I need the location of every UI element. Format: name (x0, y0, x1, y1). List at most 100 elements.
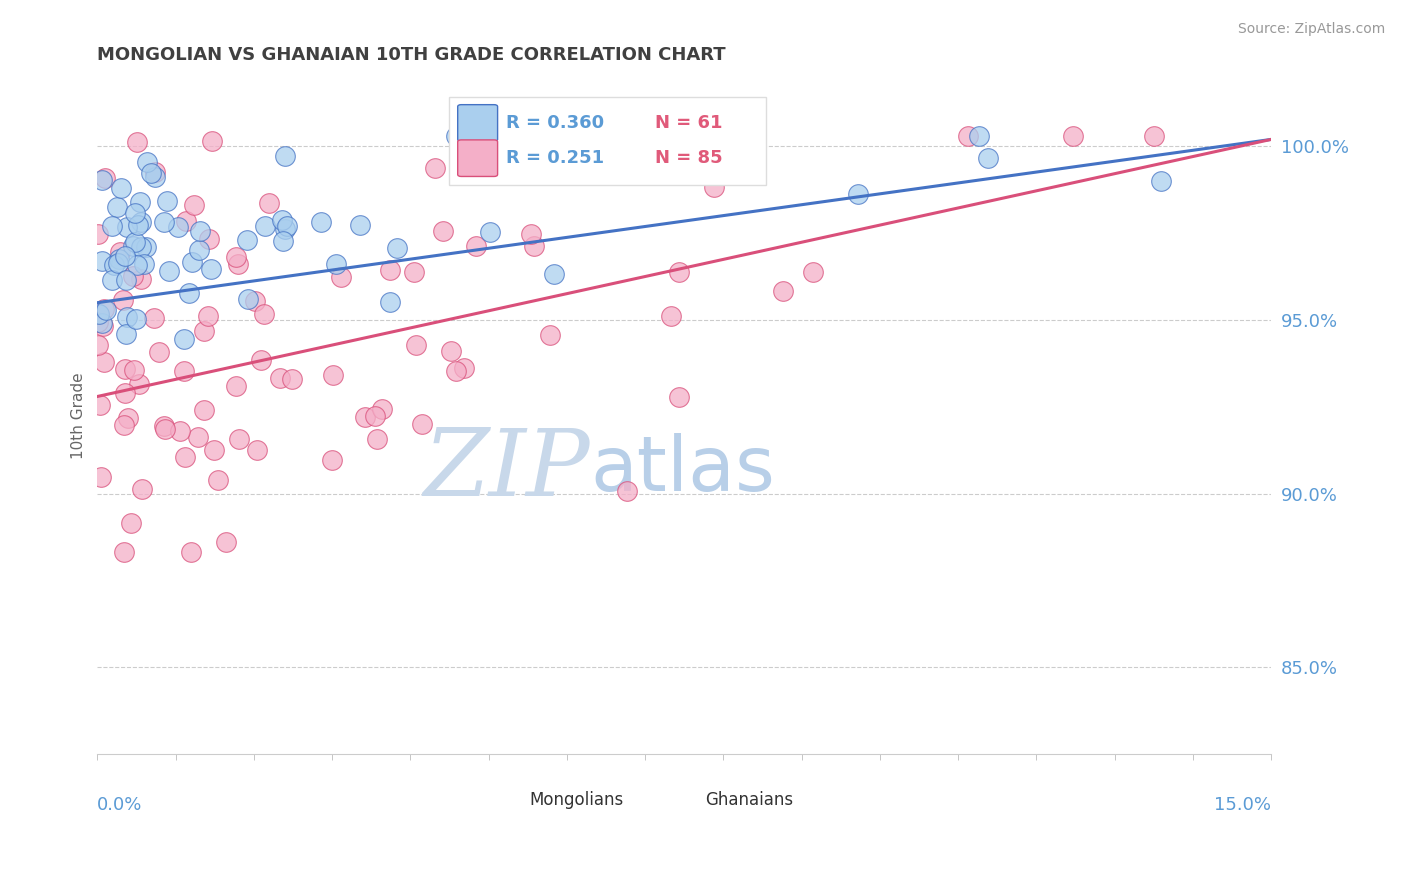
Point (181, 255, 204, 269)
Point (101, 219, 124, 234)
Point (322, 368, 344, 383)
Point (253, 307, 276, 321)
Point (153, 422, 176, 436)
Point (103, 259, 125, 273)
Point (187, 430, 209, 444)
Point (432, 224, 454, 238)
Point (91, 318, 114, 333)
Point (100, 273, 122, 287)
Point (772, 284, 794, 298)
Text: N = 61: N = 61 (655, 114, 723, 132)
Point (543, 267, 565, 281)
Y-axis label: 10th Grade: 10th Grade (72, 372, 86, 458)
Point (107, 256, 129, 270)
Point (404, 265, 426, 279)
Point (180, 545, 202, 559)
Point (225, 378, 247, 392)
Point (193, 325, 215, 339)
Point (128, 376, 150, 391)
Point (538, 327, 561, 342)
Point (616, 483, 638, 498)
Point (174, 450, 197, 464)
Point (107, 252, 129, 266)
Text: atlas: atlas (591, 433, 775, 507)
Point (274, 149, 297, 163)
Point (1150, 174, 1173, 188)
Text: R = 0.360: R = 0.360 (506, 114, 605, 132)
Text: ZIP: ZIP (423, 425, 591, 515)
Point (127, 218, 149, 232)
Point (173, 364, 195, 378)
Point (349, 219, 371, 233)
Point (90, 469, 112, 483)
Point (89, 398, 111, 412)
Point (115, 310, 138, 324)
Point (703, 180, 725, 194)
Point (112, 418, 135, 433)
Point (188, 224, 211, 238)
Point (354, 409, 377, 424)
Point (200, 262, 222, 277)
Point (132, 257, 155, 271)
Point (128, 195, 150, 210)
Point (122, 363, 145, 377)
FancyBboxPatch shape (458, 104, 498, 141)
Point (207, 473, 229, 487)
Point (87, 227, 110, 241)
Point (225, 251, 247, 265)
Point (378, 263, 401, 277)
Point (464, 239, 486, 253)
Point (366, 433, 388, 447)
Point (174, 213, 197, 227)
Point (143, 164, 166, 178)
Point (523, 239, 546, 253)
Point (478, 225, 501, 239)
Point (155, 194, 177, 209)
Point (1143, 128, 1166, 143)
Point (270, 212, 292, 227)
Point (236, 234, 259, 248)
Point (112, 545, 135, 559)
Point (114, 362, 136, 376)
Point (125, 258, 148, 272)
Point (215, 534, 238, 549)
Point (157, 264, 180, 278)
Point (519, 227, 541, 242)
Point (105, 200, 128, 214)
Point (131, 482, 153, 496)
Point (364, 409, 387, 423)
Point (371, 402, 394, 417)
Point (93, 170, 115, 185)
Point (111, 293, 134, 308)
Point (249, 352, 271, 367)
Point (177, 286, 200, 301)
Point (143, 170, 166, 185)
Point (967, 128, 990, 143)
Point (405, 337, 427, 351)
Point (387, 242, 409, 256)
Point (93, 355, 115, 369)
Point (153, 214, 176, 228)
Text: Ghanaians: Ghanaians (706, 790, 793, 809)
Point (127, 135, 149, 149)
Point (253, 219, 276, 233)
Point (124, 235, 146, 250)
Point (115, 273, 138, 287)
Point (166, 220, 188, 235)
Point (1062, 128, 1084, 143)
Point (956, 128, 979, 143)
Point (124, 205, 146, 219)
Point (87, 307, 110, 321)
Text: 0.0%: 0.0% (97, 796, 143, 814)
Point (197, 309, 219, 323)
Point (668, 390, 690, 404)
Point (329, 269, 352, 284)
Point (117, 220, 139, 235)
Point (276, 219, 298, 233)
Point (846, 186, 869, 201)
Point (274, 222, 297, 236)
Point (114, 385, 136, 400)
Point (198, 232, 221, 246)
Point (309, 215, 332, 229)
Point (90, 254, 112, 268)
